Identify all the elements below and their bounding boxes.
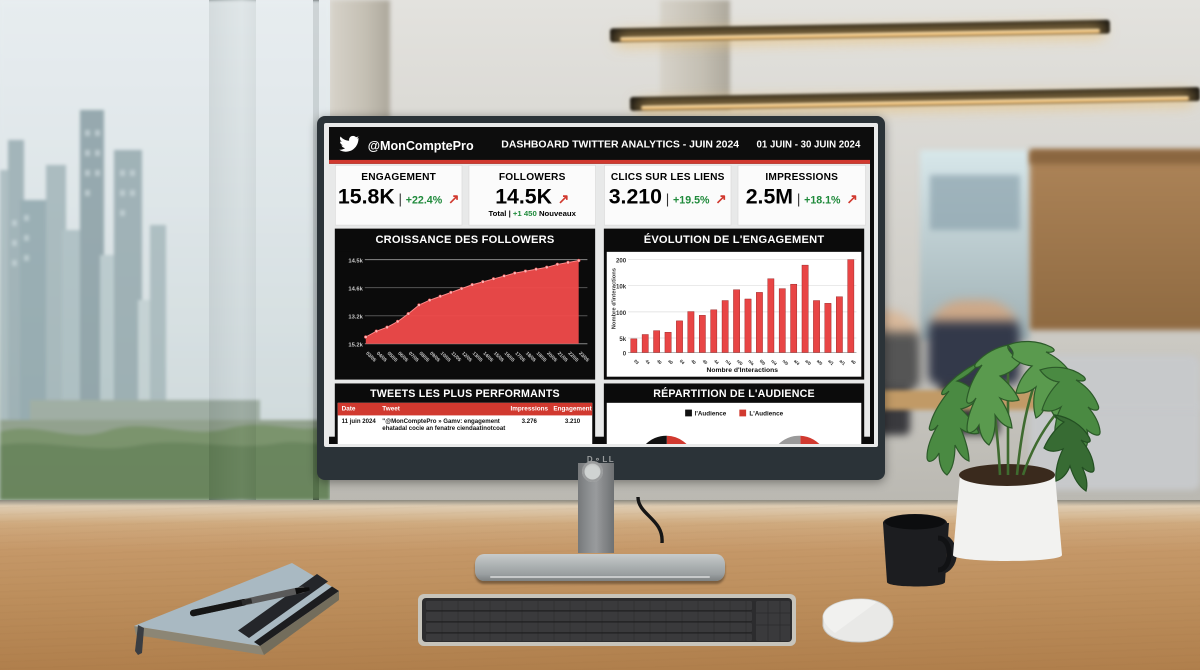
svg-text:13/05: 13/05: [470, 351, 483, 364]
svg-text:15/05: 15/05: [492, 351, 505, 364]
svg-text:18/05: 18/05: [524, 351, 537, 364]
svg-text:09/05: 09/05: [428, 351, 441, 364]
svg-text:07/05: 07/05: [406, 351, 419, 364]
svg-text:4s: 4s: [644, 358, 651, 365]
svg-text:21/05: 21/05: [555, 351, 568, 364]
svg-text:05/05: 05/05: [385, 351, 398, 364]
svg-text:0: 0: [622, 350, 626, 357]
svg-text:14/05: 14/05: [481, 351, 494, 364]
svg-text:n/0: n/0: [781, 358, 789, 366]
svg-text:Nombre d'interactions: Nombre d'interactions: [611, 268, 617, 329]
svg-text:13.2k: 13.2k: [348, 315, 363, 321]
svg-text:08/05: 08/05: [417, 351, 430, 364]
svg-text:n/4: n/4: [724, 358, 732, 366]
svg-text:16/05: 16/05: [502, 351, 515, 364]
svg-text:n/4: n/4: [770, 358, 778, 366]
svg-text:a0: a0: [850, 358, 857, 365]
svg-text:n/0: n/0: [735, 358, 743, 366]
svg-text:12/05: 12/05: [460, 351, 473, 364]
svg-text:a0: a0: [667, 358, 674, 365]
svg-text:40: 40: [655, 358, 662, 365]
svg-text:a/4: a/4: [792, 358, 800, 366]
svg-text:40: 40: [701, 358, 708, 365]
svg-text:a/1: a/1: [838, 358, 846, 366]
svg-text:06/05: 06/05: [396, 351, 409, 364]
svg-text:03: 03: [633, 358, 640, 365]
svg-text:n/a: n/a: [747, 358, 755, 366]
svg-text:Nombre d'Interactions: Nombre d'Interactions: [706, 367, 778, 374]
svg-text:17/05: 17/05: [513, 351, 526, 364]
svg-text:200: 200: [615, 257, 626, 264]
svg-text:04/05: 04/05: [375, 351, 388, 364]
svg-text:0/0: 0/0: [758, 358, 766, 366]
svg-text:14.6k: 14.6k: [348, 287, 363, 293]
svg-text:20/05: 20/05: [545, 351, 558, 364]
svg-text:19/05: 19/05: [534, 351, 547, 364]
svg-text:5k: 5k: [619, 336, 626, 343]
svg-text:15.2k: 15.2k: [348, 343, 363, 349]
svg-text:a/0: a/0: [804, 358, 812, 366]
svg-text:14.5k: 14.5k: [348, 258, 363, 264]
svg-text:40: 40: [690, 358, 697, 365]
svg-text:22/05: 22/05: [566, 351, 579, 364]
svg-text:a/0: a/0: [815, 358, 823, 366]
svg-text:23/05: 23/05: [577, 351, 590, 364]
svg-text:44: 44: [712, 358, 719, 365]
svg-text:04: 04: [678, 358, 685, 365]
svg-text:a/1: a/1: [827, 358, 835, 366]
svg-text:10/05: 10/05: [438, 351, 451, 364]
svg-text:11/05: 11/05: [449, 351, 462, 364]
svg-text:03/05: 03/05: [364, 351, 377, 364]
